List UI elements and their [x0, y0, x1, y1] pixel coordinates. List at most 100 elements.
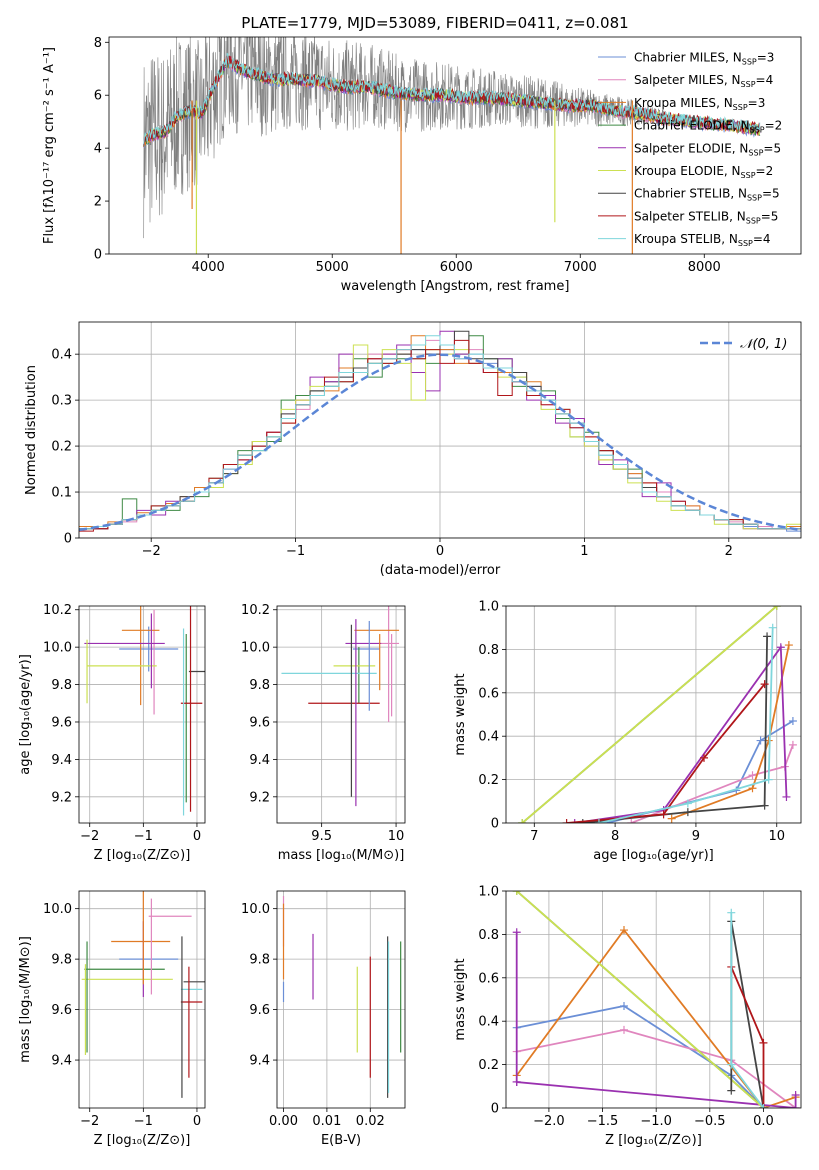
panel-residual-histogram: −2 −1 0 1 2 0 0.1 0.2 0.3 0.4 (data-model)/error No…: [24, 321, 802, 578]
axes-frame: [276, 890, 406, 1109]
x-tick-label: 0.02: [356, 1114, 385, 1129]
legend-n-prefix: , N: [730, 187, 747, 201]
y-tick-label: 9.8: [249, 678, 270, 693]
legend-series-name: Salpeter MILES: [634, 73, 724, 87]
legend-n-prefix: , N: [724, 73, 741, 87]
weight-marker: [518, 819, 527, 823]
legend-series-name: Salpeter ELODIE: [634, 141, 732, 155]
legend-label-2: Kroupa MILES, NSSP=3: [634, 96, 765, 112]
weight-marker: [700, 753, 709, 762]
y-tick-label: 10.0: [43, 641, 72, 656]
weight-marker: [727, 908, 736, 917]
model-spectrum-7: [143, 53, 761, 146]
weight-marker: [791, 1090, 800, 1099]
y-tick-label: 0: [64, 532, 72, 547]
panel-age-vs-Z: −2 −1 0 9.2 9.4 9.6 9.8 10.0 10.2 Z [log₁₀(Z/Z⊙)]…: [18, 603, 206, 863]
legend-label-8: Kroupa STELIB, NSSP=4: [634, 232, 771, 248]
legend-n-prefix: , N: [732, 141, 749, 155]
weight-line-5: [516, 891, 765, 1108]
plot-area: [79, 322, 801, 538]
legend-nssp: 3: [767, 51, 775, 65]
panel-weight-vs-Z: −2.0 −1.5 −1.0 −0.5 0.0 0 0.2 0.4 0.6 0.8 1.0 Z [lo…: [453, 885, 802, 1148]
y-tick-label: 0.8: [478, 928, 499, 943]
x-tick-label: −1.5: [587, 1114, 619, 1129]
legend-subscript: SSP: [746, 216, 761, 225]
y-axis-label: mass weight: [453, 958, 468, 1040]
legend-label-1: Salpeter MILES, NSSP=4: [634, 73, 773, 89]
weight-marker: [760, 680, 769, 689]
weight-marker: [760, 801, 769, 810]
weight-marker: [782, 792, 791, 801]
x-tick-label: 9.5: [311, 829, 332, 844]
y-tick-label: 9.4: [249, 753, 270, 768]
weight-marker: [620, 1002, 628, 1011]
x-tick-label: 0: [193, 829, 201, 844]
y-tick-label: 0.4: [51, 348, 72, 363]
x-tick-label: 10: [768, 829, 785, 844]
legend-subscript: SSP: [741, 80, 756, 89]
errorbar-point-0: [119, 626, 179, 672]
weight-marker: [788, 717, 797, 726]
legend-series-name: Kroupa MILES: [634, 96, 716, 110]
plot-area: [79, 606, 205, 823]
plot-area: [277, 606, 405, 823]
y-axis-label: Normed distribution: [24, 365, 39, 495]
y-tick-label: 8: [94, 36, 102, 51]
y-tick-label: 10.2: [43, 603, 72, 618]
y-tick-label: 9.8: [51, 678, 72, 693]
y-tick-label: 9.8: [249, 953, 270, 968]
chart-title: PLATE=1779, MJD=53089, FIBERID=0411, z=0…: [241, 14, 628, 32]
x-tick-label: 5000: [316, 260, 349, 275]
errorbar-point-2: [121, 606, 160, 706]
panel-mass-vs-Z: −2 −1 0 9.4 9.6 9.8 10.0 Z [log₁₀(Z/Z⊙)] mass [l…: [18, 890, 206, 1148]
axes-frame: [505, 890, 802, 1109]
y-tick-label: 6: [94, 89, 102, 104]
panel-age-vs-mass: 9.5 10 9.2 9.4 9.6 9.8 10.0 10.2 mass [log₁₀(M/M…: [241, 603, 406, 863]
legend-label-0: Chabrier MILES, NSSP=3: [634, 51, 774, 67]
weight-marker: [570, 819, 579, 823]
plot-area: [506, 606, 801, 823]
y-tick-label: 0.4: [478, 1015, 499, 1030]
weight-marker: [727, 1086, 736, 1095]
y-tick-label: 0.3: [51, 394, 72, 409]
legend-n-prefix: , N: [724, 164, 741, 178]
legend-series-name: Chabrier ELODIE: [634, 119, 733, 133]
weight-marker: [784, 641, 793, 650]
legend-series-name: Chabrier STELIB: [634, 187, 730, 201]
axes-frame: [78, 605, 206, 824]
y-tick-label: 9.2: [51, 790, 72, 805]
x-tick-label: 0.0: [753, 1114, 774, 1129]
y-axis-label: mass weight: [453, 673, 468, 755]
legend-subscript: SSP: [733, 103, 748, 112]
x-tick-label: −1: [134, 829, 153, 844]
legend-series-name: Kroupa ELODIE: [634, 164, 724, 178]
x-axis-label: Z [log₁₀(Z/Z⊙)]: [94, 848, 191, 863]
axes-frame: [505, 605, 802, 824]
x-tick-label: 1: [580, 544, 588, 559]
y-tick-label: 9.6: [249, 715, 270, 730]
weight-marker: [756, 736, 765, 745]
legend-n-prefix: , N: [716, 96, 733, 110]
y-tick-label: 0.2: [478, 1058, 499, 1073]
weight-marker: [759, 1104, 768, 1108]
legend-subscript: SSP: [741, 171, 756, 180]
x-tick-label: −1: [286, 544, 305, 559]
weight-marker: [748, 771, 757, 780]
plot-area: [506, 891, 801, 1108]
y-tick-label: 9.4: [249, 1054, 270, 1069]
x-axis-label: wavelength [Angstrom, rest frame]: [341, 279, 570, 294]
model-spectrum-8: [143, 52, 761, 145]
y-tick-label: 4: [94, 142, 102, 157]
y-tick-label: 1.0: [478, 885, 499, 900]
x-tick-label: 0: [436, 544, 444, 559]
observed-spectrum: [143, 37, 761, 239]
y-tick-label: 2: [94, 195, 102, 210]
legend-series-name: Kroupa STELIB: [634, 232, 721, 246]
weight-marker: [594, 819, 603, 823]
x-tick-label: 0.01: [312, 1114, 341, 1129]
legend-nssp: 2: [766, 164, 774, 178]
legend-series-name: Salpeter STELIB: [634, 209, 729, 223]
weight-marker: [763, 632, 772, 641]
weight-marker: [764, 775, 773, 784]
y-axis-label: Flux [fλ10⁻¹⁷ erg cm⁻² s⁻¹ A⁻¹]: [42, 47, 57, 244]
